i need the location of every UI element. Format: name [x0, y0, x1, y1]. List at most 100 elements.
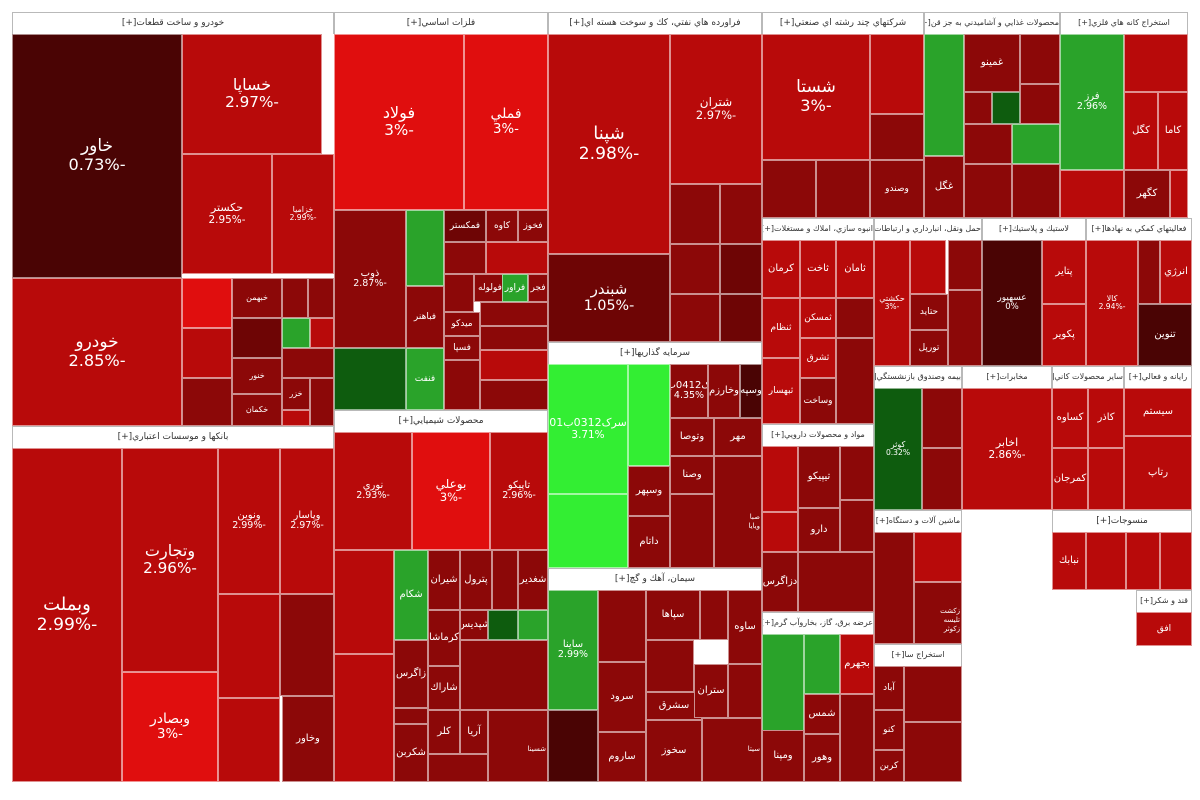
stock-tile[interactable]	[670, 184, 720, 244]
stock-tile[interactable]: كالا -2.94%	[1086, 240, 1138, 366]
stock-tile[interactable]: سپاها	[646, 590, 700, 640]
sector-expand-button[interactable]: [+]	[398, 416, 414, 426]
sector-header[interactable]: رايانه و فعالي[+]	[1124, 366, 1192, 388]
stock-tile[interactable]: فولوله	[474, 274, 506, 302]
stock-tile[interactable]: كنو	[874, 710, 904, 750]
stock-tile[interactable]: خکمان	[232, 394, 282, 426]
sector-header[interactable]: استخراج سا[+]	[874, 644, 962, 666]
stock-tile[interactable]: ثشرق	[800, 338, 836, 378]
stock-tile[interactable]	[1138, 240, 1160, 304]
stock-tile[interactable]: خاور -0.73%	[12, 34, 182, 278]
stock-tile[interactable]: تاپيكو -2.96%	[490, 432, 548, 550]
stock-tile[interactable]: پكوير	[1042, 304, 1086, 366]
stock-tile[interactable]: فولاد -3%	[334, 34, 464, 210]
stock-tile[interactable]	[910, 240, 946, 294]
stock-tile[interactable]: سرک0412ب034.35%	[670, 364, 708, 418]
stock-tile[interactable]	[914, 532, 962, 582]
sector-header[interactable]: مواد و محصولات دارويي[+]	[762, 424, 874, 446]
stock-tile[interactable]	[1020, 84, 1060, 124]
stock-tile[interactable]	[720, 244, 762, 294]
stock-tile[interactable]: وصنا	[670, 456, 714, 494]
stock-tile[interactable]	[460, 640, 548, 710]
stock-tile[interactable]	[762, 446, 798, 512]
sector-expand-button[interactable]: [+]	[1096, 516, 1111, 526]
stock-tile[interactable]: سشرق	[646, 692, 702, 720]
stock-tile[interactable]: عسهيور 0%	[982, 240, 1042, 366]
sector-header[interactable]: ماشين آلات و دستگاه[+]	[874, 510, 962, 532]
sector-expand-button[interactable]: [+]	[875, 516, 889, 525]
stock-tile[interactable]	[870, 34, 924, 114]
sector-header[interactable]: عرضه برق، گاز، بخاروآب گرم[+]	[762, 612, 874, 634]
sector-header[interactable]: خودرو و ساخت قطعات[+]	[12, 12, 334, 34]
stock-tile[interactable]: شاراك	[428, 666, 460, 710]
stock-tile[interactable]	[874, 532, 914, 644]
sector-expand-button[interactable]: [+]	[1053, 372, 1054, 381]
stock-tile[interactable]: خزر	[282, 378, 310, 410]
stock-tile[interactable]: كگهر	[1124, 170, 1170, 218]
stock-tile[interactable]	[310, 318, 334, 348]
stock-tile[interactable]	[948, 290, 982, 366]
stock-tile[interactable]	[1088, 448, 1124, 510]
stock-tile[interactable]	[762, 160, 816, 218]
stock-tile[interactable]: وسپه	[740, 364, 762, 418]
stock-tile[interactable]	[670, 244, 720, 294]
sector-expand-button[interactable]: [+]	[771, 430, 785, 439]
stock-tile[interactable]	[1170, 170, 1188, 218]
sector-header[interactable]: بانكها و موسسات اعتباري[+]	[12, 426, 334, 448]
stock-tile[interactable]	[444, 242, 486, 274]
stock-tile[interactable]: شپنا -2.98%	[548, 34, 670, 254]
stock-tile[interactable]: تنوين	[1138, 304, 1192, 366]
stock-tile[interactable]	[670, 294, 720, 342]
sector-expand-button[interactable]: [+]	[569, 18, 584, 28]
stock-tile[interactable]	[310, 378, 334, 426]
stock-tile[interactable]: وخارزم	[708, 364, 740, 418]
stock-tile[interactable]: ونوين -2.99%	[218, 448, 280, 594]
sector-header[interactable]: لاستيك و پلاستيك[+]	[982, 218, 1086, 240]
stock-tile[interactable]	[836, 298, 874, 338]
stock-tile[interactable]	[182, 378, 232, 426]
stock-tile[interactable]: دارو	[798, 508, 840, 552]
stock-tile[interactable]	[480, 350, 548, 380]
sector-header[interactable]: سرمايه گذاريها[+]	[548, 342, 762, 364]
sector-expand-button[interactable]: [+]	[875, 372, 876, 381]
stock-tile[interactable]: وصندو	[870, 160, 924, 218]
sector-header[interactable]: فلزات اساسي[+]	[334, 12, 548, 34]
stock-tile[interactable]	[182, 328, 232, 378]
stock-tile[interactable]: بجهرم	[840, 634, 874, 694]
stock-tile[interactable]: ساينا 2.99%	[548, 590, 598, 710]
stock-tile[interactable]	[218, 594, 280, 698]
stock-tile[interactable]: شتران -2.97%	[670, 34, 762, 184]
stock-tile[interactable]	[334, 550, 394, 654]
stock-tile[interactable]: فملي -3%	[464, 34, 548, 210]
stock-tile[interactable]	[914, 582, 962, 644]
sector-expand-button[interactable]: [+]	[1091, 224, 1105, 233]
stock-tile[interactable]	[1012, 124, 1060, 164]
stock-tile[interactable]: ساوه	[728, 590, 762, 664]
stock-tile[interactable]	[1086, 532, 1126, 590]
stock-tile[interactable]	[840, 446, 874, 500]
stock-tile[interactable]: اخابر -2.86%	[962, 388, 1052, 510]
stock-tile[interactable]	[1020, 34, 1060, 84]
stock-tile[interactable]: فجر	[528, 274, 548, 302]
sector-header[interactable]: محصولات غذايي و آشاميدني به جز قن[+]	[924, 12, 1060, 34]
stock-tile[interactable]: وسپهر	[628, 466, 670, 516]
stock-tile[interactable]: زاگرس	[394, 640, 428, 708]
stock-tile[interactable]	[922, 388, 962, 448]
stock-tile[interactable]: وهور	[804, 734, 840, 782]
stock-tile[interactable]	[1012, 164, 1060, 218]
stock-tile[interactable]: فباهنر	[406, 286, 444, 348]
stock-tile[interactable]: كوثر 0.32%	[874, 388, 922, 510]
sector-expand-button[interactable]: [+]	[925, 18, 931, 27]
stock-tile[interactable]: خبهمن	[232, 278, 282, 318]
stock-tile[interactable]: فرز 2.96%	[1060, 34, 1124, 170]
sector-header[interactable]: شركتهاي چند رشته اي صنعتي[+]	[762, 12, 924, 34]
stock-tile[interactable]: حتايد	[910, 294, 948, 330]
stock-tile[interactable]: كربن	[874, 750, 904, 782]
stock-tile[interactable]: ميدكو	[444, 312, 480, 336]
stock-tile[interactable]	[282, 318, 310, 348]
sector-header[interactable]: فعاليتهاي كمكي به نهادها[+]	[1086, 218, 1192, 240]
stock-tile[interactable]	[280, 594, 334, 696]
sector-expand-button[interactable]: [+]	[779, 18, 795, 28]
stock-tile[interactable]	[700, 590, 728, 640]
stock-tile[interactable]	[670, 494, 714, 568]
